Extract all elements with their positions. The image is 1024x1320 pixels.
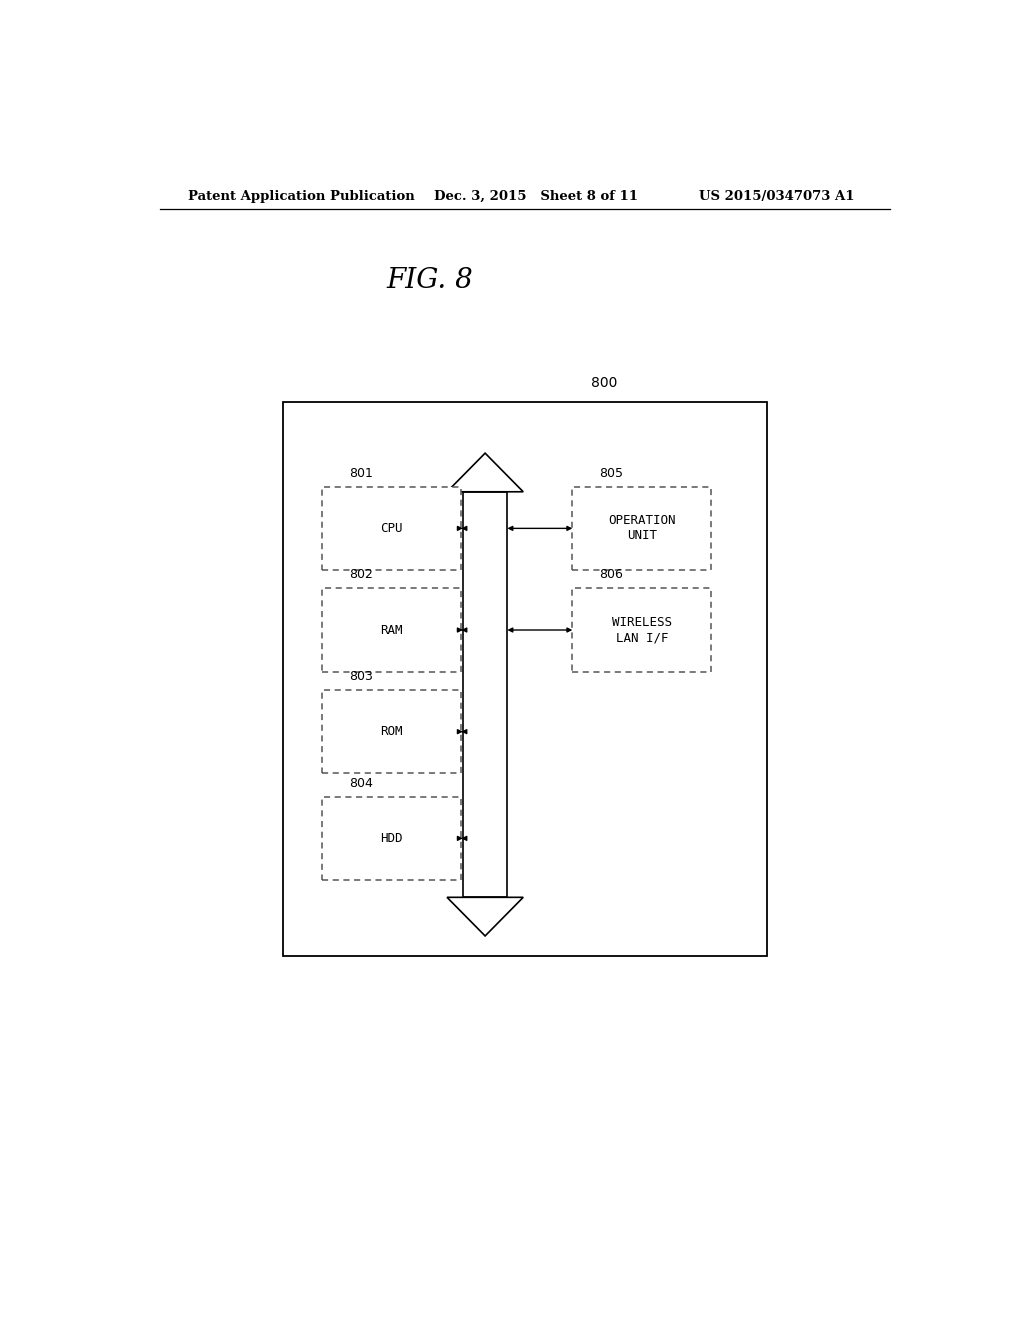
Text: 805: 805 [599,466,624,479]
Text: 802: 802 [349,568,374,581]
Bar [323,487,461,570]
Text: US 2015/0347073 A1: US 2015/0347073 A1 [699,190,855,202]
Text: Patent Application Publication: Patent Application Publication [187,190,415,202]
Text: OPERATION
UNIT: OPERATION UNIT [608,515,676,543]
Bar [323,589,461,672]
Text: CPU: CPU [381,521,403,535]
Polygon shape [447,898,523,936]
Bar [572,487,712,570]
Text: 801: 801 [349,466,374,479]
Bar [463,492,507,898]
Text: ROM: ROM [381,725,403,738]
Bar [323,690,461,774]
Bar [323,797,461,880]
Text: RAM: RAM [381,623,403,636]
Text: 803: 803 [349,669,374,682]
Text: HDD: HDD [381,832,403,845]
Bar [572,589,712,672]
Text: WIRELESS
LAN I/F: WIRELESS LAN I/F [612,616,672,644]
Bar [283,403,767,956]
Text: FIG. 8: FIG. 8 [386,267,473,294]
Polygon shape [447,453,523,492]
Text: 806: 806 [599,568,624,581]
Text: 804: 804 [349,776,374,789]
Text: 800: 800 [591,376,617,391]
Text: Dec. 3, 2015   Sheet 8 of 11: Dec. 3, 2015 Sheet 8 of 11 [433,190,638,202]
